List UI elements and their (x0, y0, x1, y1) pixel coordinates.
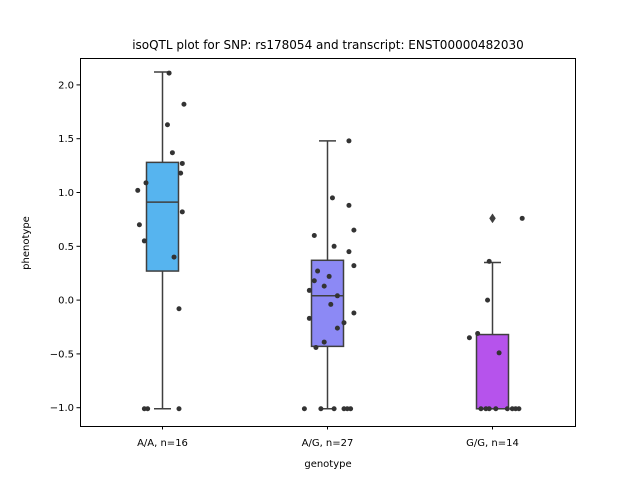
y-tick-label: 2.0 (58, 80, 74, 91)
y-tick-label: 0.0 (58, 296, 74, 307)
y-tick-label: −1.0 (50, 403, 74, 414)
data-point (136, 222, 142, 228)
data-point (135, 187, 141, 193)
chart-title: isoQTL plot for SNP: rs178054 and transc… (132, 38, 524, 52)
data-point (141, 406, 147, 412)
data-point (321, 339, 327, 345)
data-point (331, 243, 337, 249)
data-point (311, 233, 317, 239)
y-axis-label: phenotype (21, 216, 32, 270)
box (145, 161, 180, 272)
data-point (466, 335, 472, 341)
data-point (326, 273, 332, 279)
data-point (334, 293, 340, 299)
data-point (346, 138, 352, 144)
data-point (141, 238, 147, 244)
data-point (143, 180, 149, 186)
box (475, 333, 510, 410)
data-point (351, 263, 357, 269)
data-point (166, 70, 172, 76)
data-point (179, 209, 185, 215)
data-point (321, 283, 327, 289)
x-axis: A/A, n=16 A/G, n=27 G/G, n=14 (137, 426, 519, 449)
x-axis-label: genotype (304, 459, 351, 470)
data-point (313, 344, 319, 350)
data-point (306, 315, 312, 321)
y-tick-label: 0.5 (58, 242, 74, 253)
data-point (311, 278, 317, 284)
data-point (351, 310, 357, 316)
data-point (329, 195, 335, 201)
data-point (179, 160, 185, 166)
data-point (331, 406, 337, 412)
data-point (164, 122, 170, 128)
data-point (176, 406, 182, 412)
data-point (478, 406, 484, 412)
data-point (341, 320, 347, 326)
axes-frame (80, 58, 576, 427)
outlier-marker (489, 213, 496, 224)
data-point (328, 301, 334, 307)
data-point (496, 350, 502, 356)
x-tick-label: A/G, n=27 (302, 438, 354, 449)
y-tick-label: 1.0 (58, 188, 74, 199)
data-point (171, 254, 177, 260)
data-point (504, 406, 510, 412)
data-point (181, 101, 187, 107)
data-point (318, 406, 324, 412)
box (310, 259, 345, 348)
data-point (176, 306, 182, 312)
data-point (306, 287, 312, 293)
data-point (486, 258, 492, 264)
box-group (475, 213, 510, 410)
data-point (346, 202, 352, 208)
data-point (334, 325, 340, 331)
y-tick-label: 1.5 (58, 134, 74, 145)
data-point (351, 227, 357, 233)
data-point (301, 406, 307, 412)
data-point (486, 406, 492, 412)
data-point (475, 330, 481, 336)
y-axis: −1.0 −0.5 0.0 0.5 1.0 1.5 2.0 (50, 80, 80, 414)
data-point (315, 268, 321, 274)
data-point (516, 406, 522, 412)
data-point (493, 406, 499, 412)
data-point (169, 150, 175, 156)
data-point (346, 249, 352, 255)
x-tick-label: G/G, n=14 (466, 438, 519, 449)
data-point (485, 297, 491, 303)
data-point (178, 170, 184, 176)
box-group (145, 71, 180, 410)
data-point (344, 406, 350, 412)
data-point (519, 215, 525, 221)
plot-area (135, 70, 525, 412)
x-tick-label: A/A, n=16 (137, 438, 188, 449)
y-tick-label: −0.5 (50, 349, 74, 360)
